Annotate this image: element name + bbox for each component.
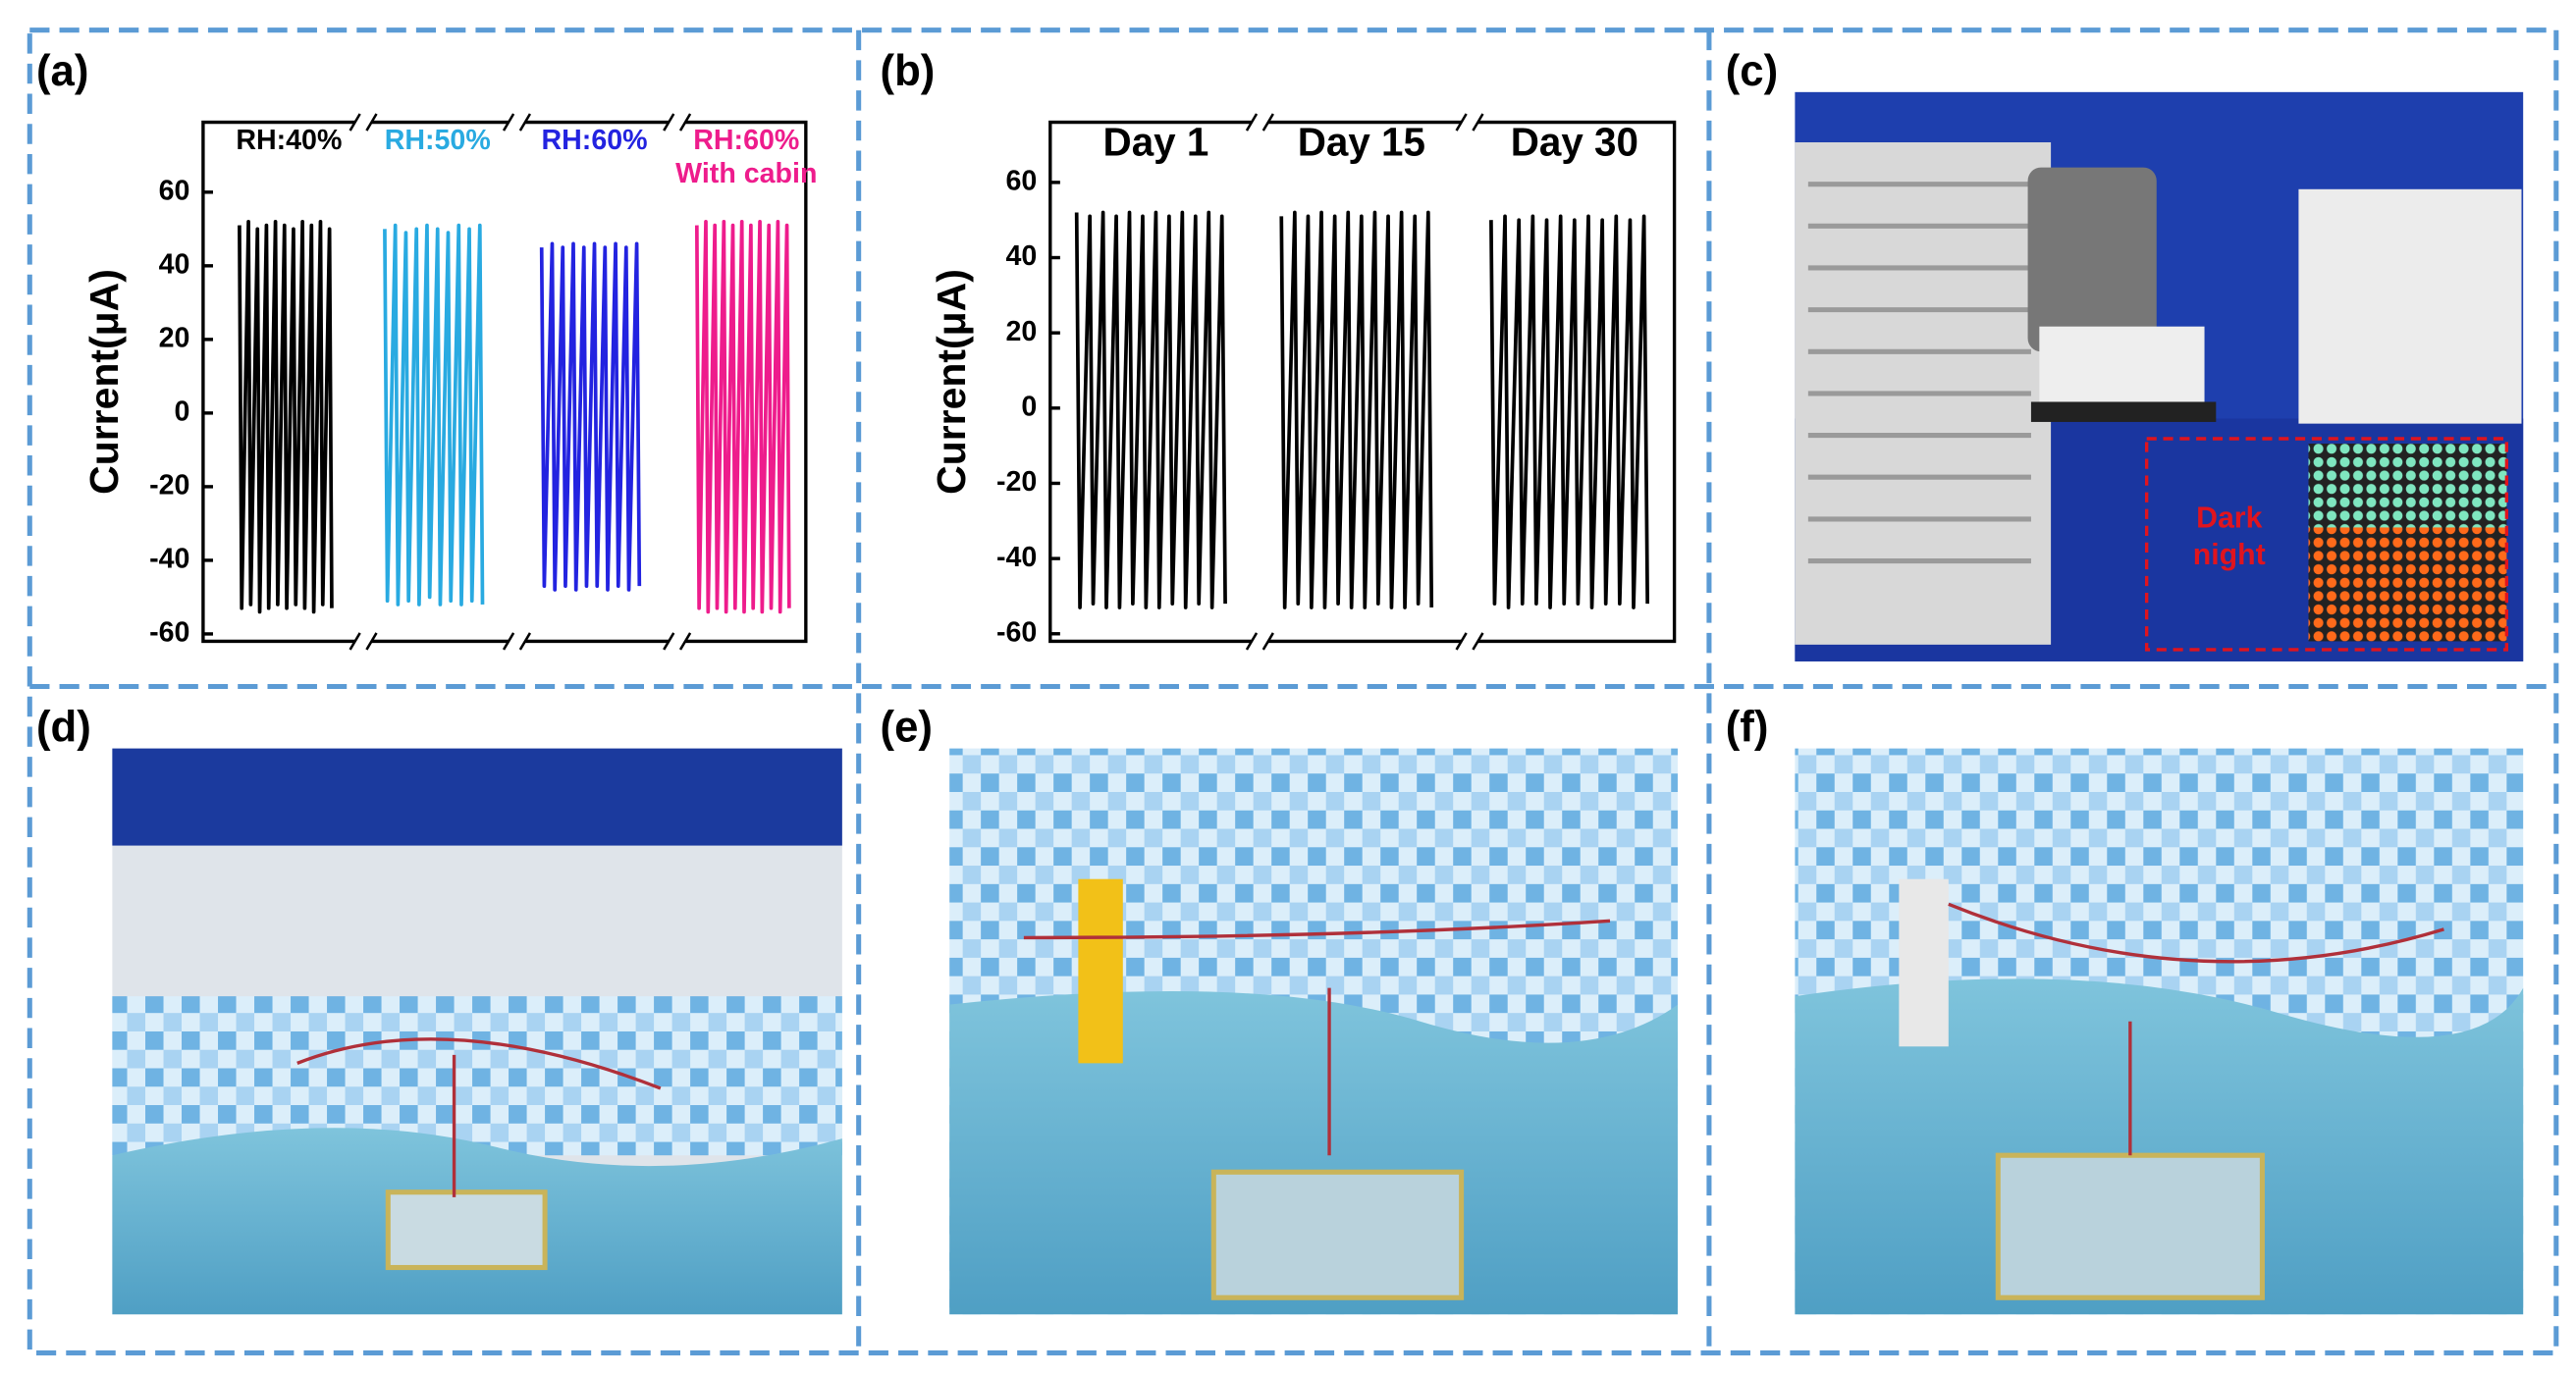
current-trace (1074, 210, 1227, 609)
series-label: RH:40% (236, 124, 343, 156)
y-tick-label: 60 (1006, 165, 1038, 196)
y-tick-label: 20 (1006, 316, 1038, 347)
series-label: Day 15 (1297, 120, 1425, 166)
y-tick-label: -20 (996, 466, 1037, 498)
photo-c: Dark night (1795, 91, 2524, 661)
series-label: RH:60% With cabin (675, 124, 818, 189)
axis-break (1455, 632, 1468, 651)
axis-break (1245, 113, 1259, 132)
y-tick-label: 40 (159, 248, 190, 280)
axis-break (518, 113, 532, 132)
axis-break (1461, 117, 1478, 128)
current-trace (238, 219, 334, 614)
axis-break (502, 632, 515, 651)
axis-break (349, 632, 361, 651)
y-tick-label: 60 (159, 175, 190, 206)
y-tick-label: 40 (1006, 240, 1038, 272)
y-tick-label: 0 (175, 396, 190, 427)
axis-break (1455, 113, 1468, 132)
axis-break (365, 113, 378, 132)
axis-break (1245, 632, 1259, 651)
axis-break (1472, 113, 1484, 132)
photo-f (1795, 748, 2524, 1315)
panel-label: (a) (36, 47, 88, 95)
axis-break (678, 632, 692, 651)
axis-break (1251, 636, 1268, 647)
y-tick-label: -60 (149, 616, 189, 648)
y-tick-label: 0 (1021, 391, 1037, 422)
axis-break (1461, 636, 1478, 647)
series-label-box: Day 1 (1102, 120, 1209, 166)
plot-frame (1048, 120, 1677, 644)
series-label-box: RH:50% (384, 124, 491, 156)
panel-label: (c) (1726, 47, 1778, 95)
photo-e (949, 748, 1678, 1315)
series-label-box: RH:40% (236, 124, 343, 156)
photo-d (112, 748, 842, 1315)
y-axis-label: Current(μA) (81, 269, 127, 495)
y-tick-label: -60 (996, 616, 1037, 648)
axis-break (669, 636, 686, 647)
outer-frame (27, 27, 2559, 1356)
axis-break (663, 632, 675, 651)
series-label-box: Day 15 (1297, 120, 1425, 166)
axis-break (509, 117, 525, 128)
axis-break (502, 113, 515, 132)
axis-break (663, 113, 675, 132)
axis-break (354, 117, 372, 128)
panel-label: (d) (36, 703, 91, 751)
axis-break (509, 636, 525, 647)
axis-break (354, 636, 372, 647)
axis-break (669, 117, 686, 128)
series-label: RH:50% (384, 124, 491, 156)
y-axis-label: Current(μA) (929, 269, 974, 495)
series-label-box: RH:60% (541, 124, 648, 156)
panel-label: (f) (1726, 703, 1769, 751)
current-trace (1279, 210, 1434, 609)
series-label-box: Day 30 (1510, 120, 1638, 166)
axis-break (365, 632, 378, 651)
current-trace (383, 223, 485, 607)
current-trace (539, 241, 642, 592)
current-trace (1489, 214, 1650, 609)
axis-break (1261, 113, 1274, 132)
y-tick-label: -40 (149, 543, 189, 574)
y-tick-label: -20 (149, 469, 189, 501)
y-tick-label: -40 (996, 542, 1037, 573)
panel-label: (e) (881, 703, 933, 751)
axis-break (1251, 117, 1268, 128)
photo-annotation: Dark night (2192, 501, 2266, 571)
axis-break (349, 113, 361, 132)
series-label: RH:60% (541, 124, 648, 156)
current-trace (694, 219, 791, 614)
axis-break (518, 632, 532, 651)
panel-label: (b) (881, 47, 936, 95)
y-tick-label: 20 (159, 322, 190, 353)
axis-break (678, 113, 692, 132)
axis-break (1261, 632, 1274, 651)
axis-break (1472, 632, 1484, 651)
series-label-box: RH:60% With cabin (675, 124, 818, 189)
series-label: Day 1 (1102, 120, 1209, 166)
plot-frame (201, 120, 808, 644)
series-label: Day 30 (1510, 120, 1638, 166)
